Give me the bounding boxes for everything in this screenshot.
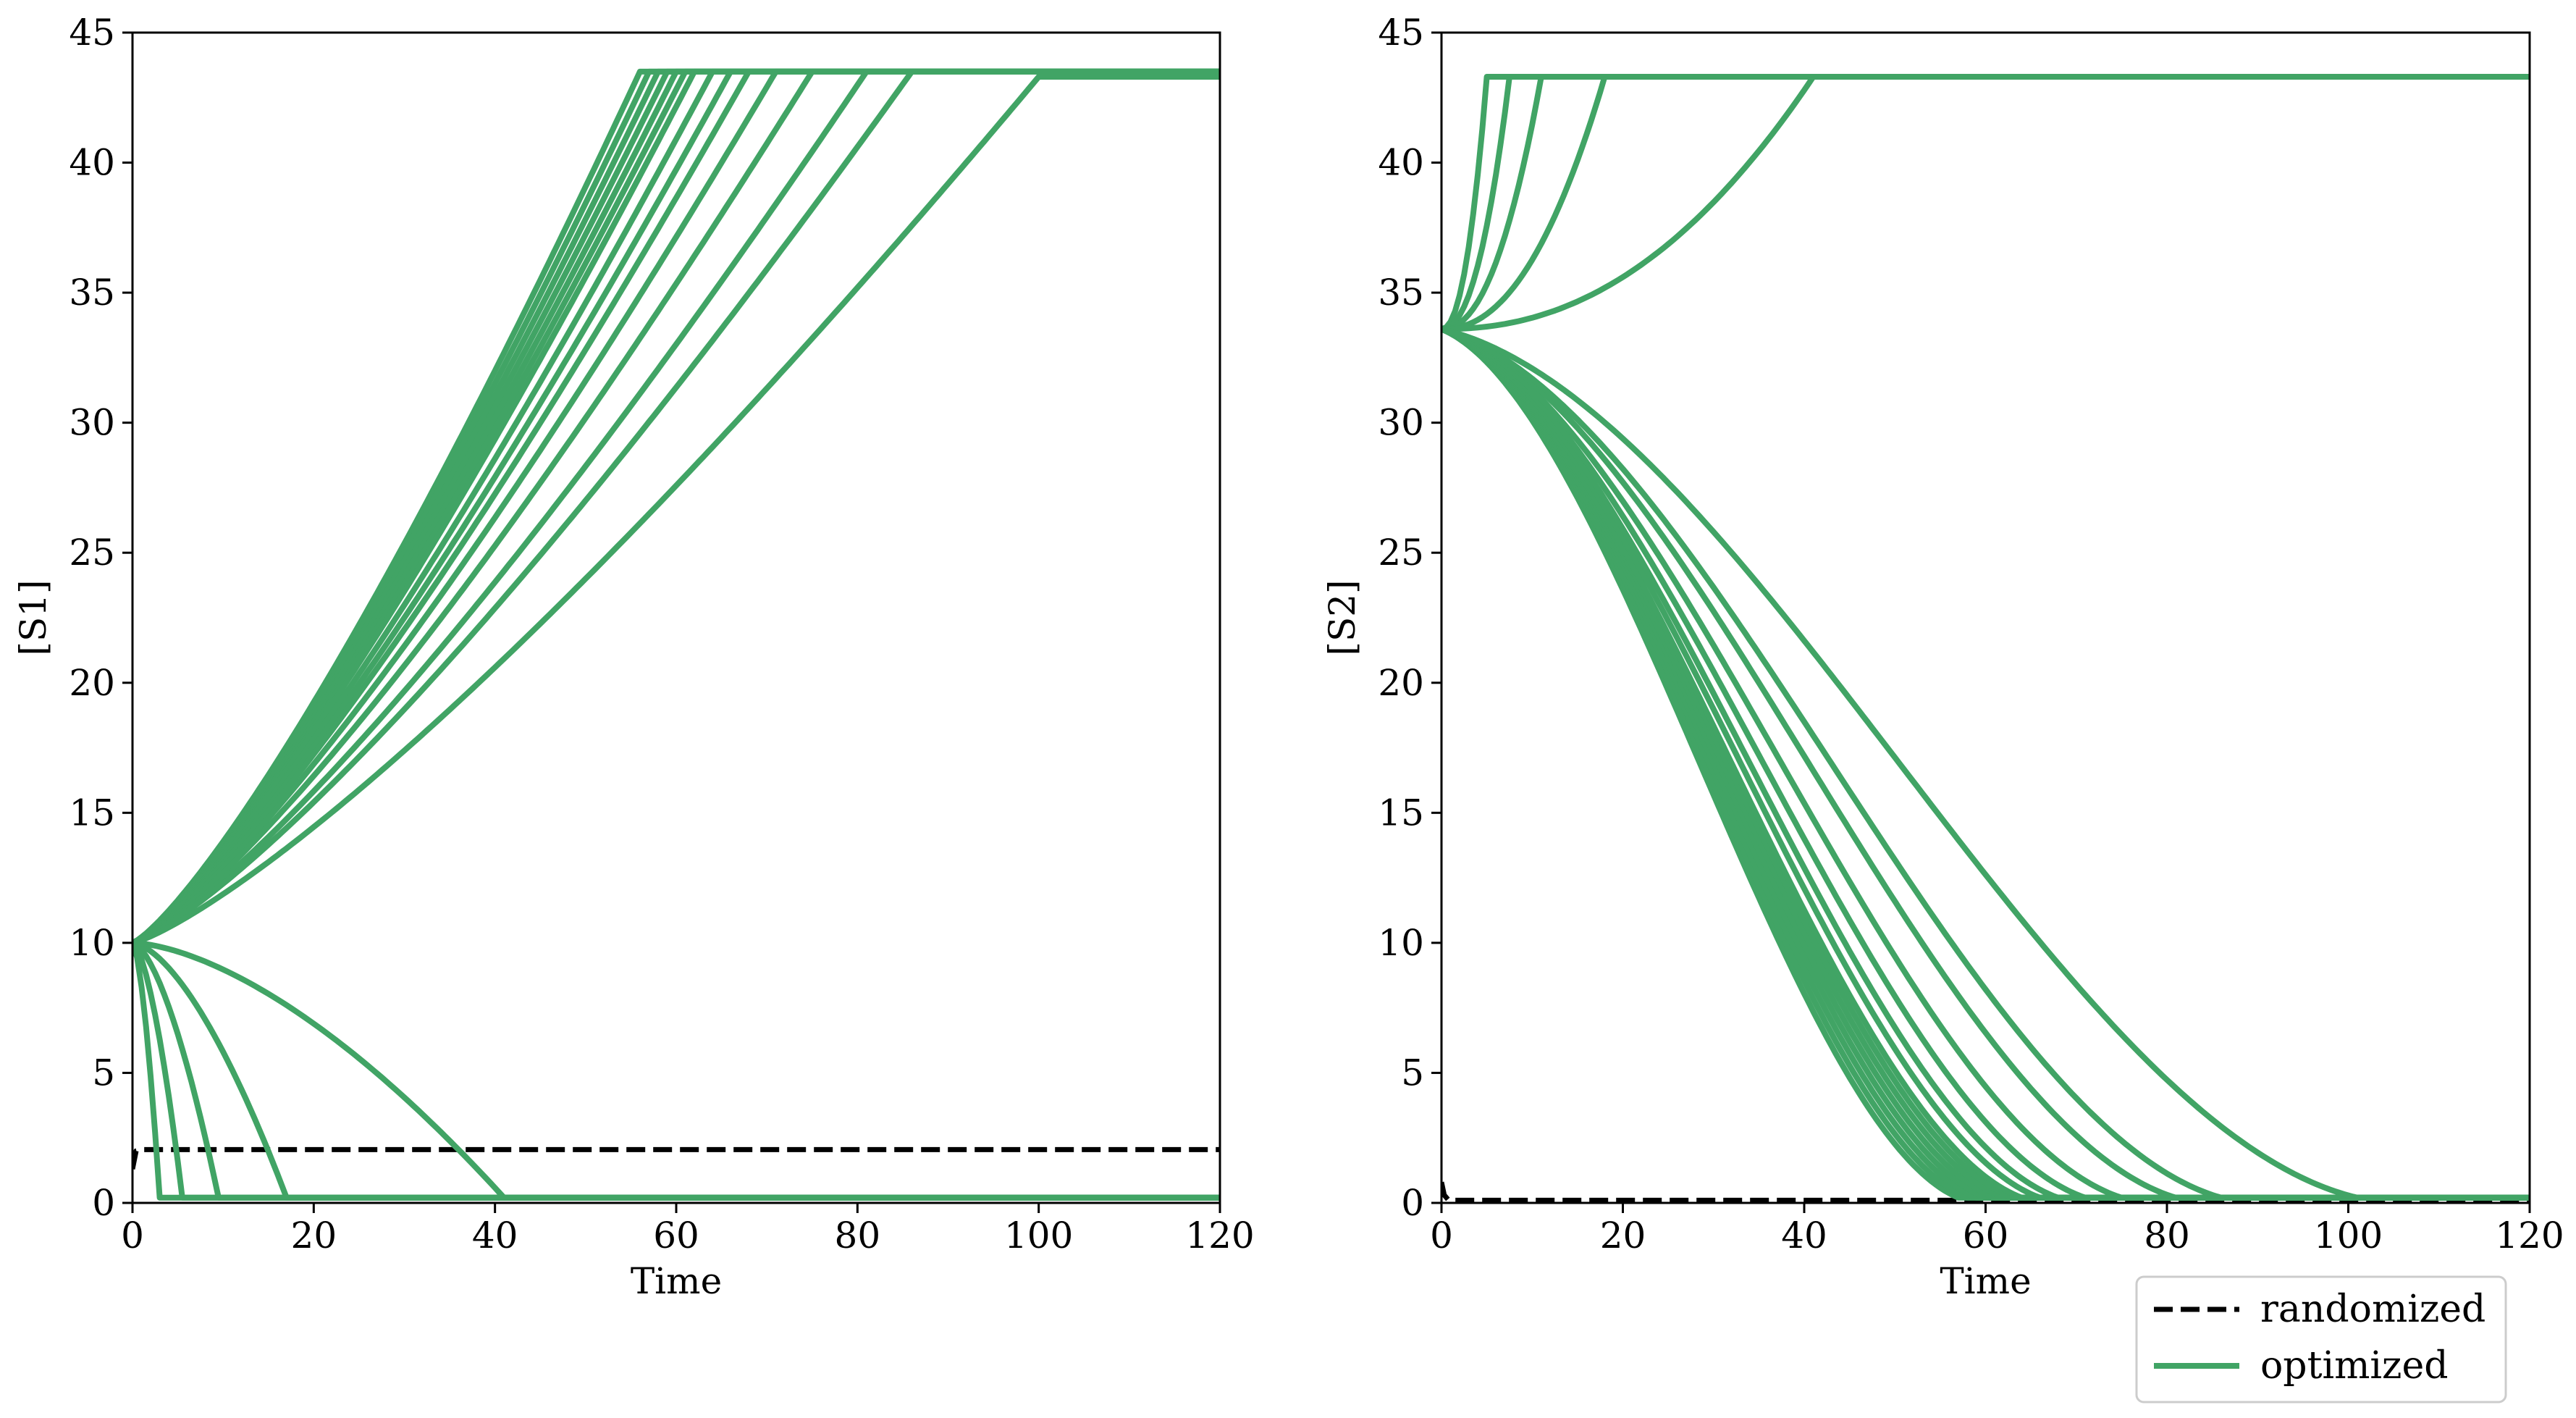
x-tick-label: 120	[2495, 1214, 2564, 1257]
y-tick-label: 10	[1378, 922, 1424, 964]
y-tick-label: 20	[69, 662, 115, 704]
s1-optimized-line	[132, 68, 1220, 946]
x-tick-label: 60	[1963, 1214, 2009, 1257]
y-tick-label: 0	[1401, 1182, 1424, 1224]
y-tick-label: 30	[69, 402, 115, 444]
legend-optimized-label: optimized	[2260, 1344, 2449, 1388]
s1-optimized-line	[132, 74, 1220, 946]
y-tick-label: 40	[1378, 142, 1424, 184]
legend-randomized-label: randomized	[2260, 1288, 2485, 1331]
x-tick-label: 40	[472, 1214, 518, 1257]
y-tick-label: 35	[69, 272, 115, 314]
y-tick-label: 35	[1378, 272, 1424, 314]
s2-y-ticks: 0 5 10 15 20 25 30 35 40 45	[1378, 12, 1441, 1224]
s2-x-axis-label: Time	[1940, 1260, 2031, 1302]
y-tick-label: 45	[1378, 12, 1424, 54]
s2-y-axis-label: [S2]	[1321, 579, 1363, 655]
s1-randomized-line	[132, 1146, 1220, 1170]
y-tick-label: 25	[69, 532, 115, 574]
s1-x-axis-label: Time	[631, 1260, 722, 1302]
x-tick-label: 80	[835, 1214, 881, 1257]
s2-curves	[1441, 74, 2530, 1203]
s1-optimized-line	[132, 939, 1220, 1201]
x-tick-label: 40	[1781, 1214, 1827, 1257]
s2-optimized-line	[1441, 326, 2530, 1201]
y-tick-label: 45	[69, 12, 115, 54]
s1-y-axis-label: [S1]	[12, 579, 54, 655]
y-tick-label: 20	[1378, 662, 1424, 704]
x-tick-label: 20	[291, 1214, 337, 1257]
x-tick-label: 100	[2314, 1214, 2383, 1257]
y-tick-label: 10	[69, 922, 115, 964]
s1-curves	[132, 68, 1220, 1201]
y-tick-label: 5	[1401, 1052, 1424, 1094]
y-tick-label: 0	[92, 1182, 115, 1224]
x-tick-label: 20	[1600, 1214, 1646, 1257]
y-tick-label: 40	[69, 142, 115, 184]
s1-x-ticks: 0 20 40 60 80 100 120	[121, 1203, 1255, 1257]
x-tick-label: 0	[1430, 1214, 1453, 1257]
y-tick-label: 30	[1378, 402, 1424, 444]
s1-y-ticks: 0 5 10 15 20 25 30 35 40 45	[69, 12, 132, 1224]
s2-randomized-line	[1441, 1181, 2530, 1203]
legend-box	[2135, 1275, 2507, 1404]
x-tick-label: 120	[1185, 1214, 1254, 1257]
y-tick-label: 15	[1378, 792, 1424, 834]
x-tick-label: 80	[2144, 1214, 2190, 1257]
y-tick-label: 15	[69, 792, 115, 834]
s2-x-ticks: 0 20 40 60 80 100 120	[1430, 1203, 2564, 1257]
x-tick-label: 0	[121, 1214, 144, 1257]
x-tick-label: 60	[653, 1214, 699, 1257]
y-tick-label: 25	[1378, 532, 1424, 574]
y-tick-label: 5	[92, 1052, 115, 1094]
s2-optimized-line	[1441, 74, 2530, 332]
legend: randomized optimized	[2135, 1275, 2507, 1404]
x-tick-label: 100	[1004, 1214, 1073, 1257]
